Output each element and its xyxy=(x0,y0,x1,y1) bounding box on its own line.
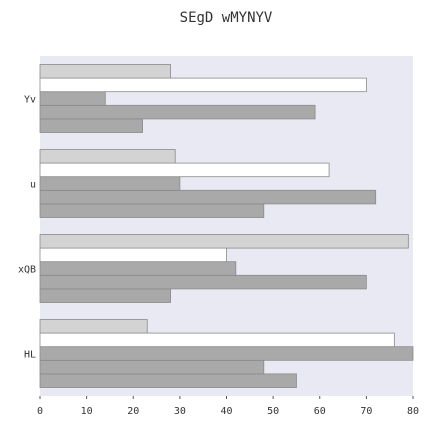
x-tick-label: 80 xyxy=(407,406,419,417)
bar-xQB-series-5 xyxy=(39,234,409,249)
x-tick-label: 60 xyxy=(314,406,326,417)
bars-group xyxy=(39,64,414,388)
chart-title: SEgD wMYNYV xyxy=(180,10,273,26)
y-tick-labels: HL xQB u Yv xyxy=(18,95,36,361)
bar-u-series-5 xyxy=(39,149,176,164)
bar-Yv-series-2 xyxy=(39,104,316,120)
bar-xQB-series-4 xyxy=(39,247,227,263)
x-tick-label: 0 xyxy=(37,406,43,417)
y-tick-label: u xyxy=(30,180,36,191)
x-tick-labels: 0 10 20 30 40 50 60 70 80 xyxy=(37,396,419,417)
bar-HL-series-2 xyxy=(39,359,265,375)
y-tick-label: Yv xyxy=(24,95,36,106)
bar-Yv-series-4 xyxy=(39,77,367,93)
bar-xQB-series-1 xyxy=(39,288,171,303)
x-tick-label: 50 xyxy=(267,406,279,417)
bar-Yv-series-1 xyxy=(39,118,143,133)
bar-xQB-series-3 xyxy=(39,261,237,276)
bar-Yv-series-3 xyxy=(39,91,106,106)
bar-u-series-4 xyxy=(39,162,330,178)
bar-xQB-series-2 xyxy=(39,274,367,290)
bar-HL-series-5 xyxy=(39,319,148,334)
bar-HL-series-1 xyxy=(39,373,297,388)
bar-u-series-3 xyxy=(39,176,181,191)
y-tick-label: HL xyxy=(24,350,36,361)
bar-u-series-1 xyxy=(39,203,265,218)
x-tick-label: 70 xyxy=(360,406,372,417)
bar-Yv-series-5 xyxy=(39,64,171,79)
bar-HL-series-3 xyxy=(39,346,414,361)
y-tick-label: xQB xyxy=(18,265,36,276)
x-tick-label: 30 xyxy=(174,406,186,417)
bar-u-series-2 xyxy=(39,189,377,205)
x-tick-label: 20 xyxy=(127,406,139,417)
x-tick-label: 10 xyxy=(81,406,93,417)
bar-HL-series-4 xyxy=(39,332,395,348)
x-tick-label: 40 xyxy=(220,406,232,417)
